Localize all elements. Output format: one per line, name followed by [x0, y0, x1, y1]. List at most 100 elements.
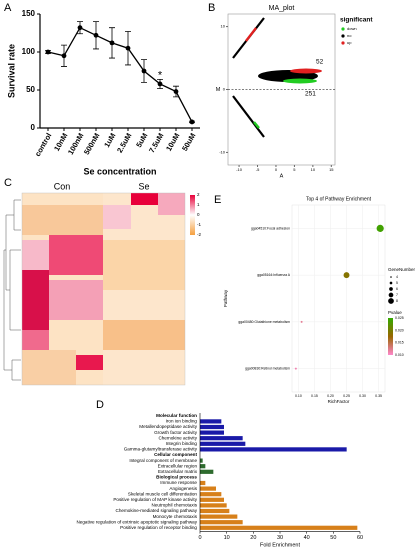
x-tick-label: 10 [224, 535, 230, 541]
x-tick-label: 50uM [180, 131, 197, 152]
data-point [109, 40, 115, 46]
size-legend-swatch [390, 276, 392, 278]
size-legend-swatch [389, 281, 393, 285]
y-tick-label: 10 [221, 24, 226, 29]
bar [200, 525, 358, 530]
bar [200, 424, 224, 430]
survival-line [47, 26, 193, 123]
colorbar-tick-label: 0 [197, 212, 200, 217]
heat-cell [22, 205, 103, 235]
x-tick-label: 10 [311, 167, 316, 172]
column-group-label: Con [54, 181, 71, 191]
x-tick-label: 0.30 [359, 394, 366, 398]
y-tick-label: -10 [219, 149, 226, 154]
size-legend-label: 4 [396, 275, 398, 279]
x-tick-label: 500nM [82, 131, 101, 156]
bar [200, 458, 203, 463]
x-tick-label: 0.15 [311, 394, 318, 398]
x-tick-label: 5uM [134, 131, 149, 148]
x-tick-label: 5 [293, 167, 296, 172]
data-point [173, 89, 179, 94]
y-tick-label: 0 [31, 123, 36, 132]
x-tick-label: 2.5uM [115, 131, 133, 154]
bar-label: Positive regulation of MAP kinase activi… [113, 497, 197, 502]
colorbar-tick-label: -2 [197, 232, 201, 237]
size-legend-label: 6 [396, 287, 398, 291]
legend-swatch [341, 34, 345, 38]
heat-cell [22, 350, 76, 385]
x-tick-label: 1uM [102, 131, 117, 148]
panel-label: C [4, 177, 12, 189]
bar [200, 419, 222, 424]
bar-label: Extracellular matrix [158, 469, 198, 474]
data-point [141, 68, 147, 74]
bar [200, 497, 224, 502]
bar [200, 436, 243, 441]
x-tick-label: 60 [357, 535, 363, 541]
x-tick-label: 40 [304, 535, 310, 541]
y-tick-label: 100 [22, 47, 36, 56]
colorbar-tick-label: -1 [197, 222, 201, 227]
bar-label: Integrin binding [166, 441, 198, 446]
bar [200, 520, 243, 525]
x-tick-label: 0 [198, 535, 201, 541]
heat-cell [22, 330, 49, 350]
x-axis-label: RichFactor [328, 399, 350, 404]
bar [200, 480, 206, 486]
data-point [189, 119, 195, 125]
bar [200, 464, 206, 469]
point-cluster [283, 78, 317, 84]
bar [200, 447, 347, 452]
data-point [157, 81, 163, 87]
heatmap-cells [3, 192, 186, 386]
point-streak [232, 95, 265, 138]
data-point [45, 49, 51, 55]
legend-swatch [341, 27, 345, 31]
plot-area [291, 204, 386, 393]
y-axis-label: Pathway [223, 289, 228, 307]
bar [200, 508, 230, 514]
colorbar-tick-label: 1 [197, 202, 200, 207]
bar-label: Negative regulation of extrinsic apoptot… [76, 519, 197, 524]
legend-label: up [347, 40, 352, 45]
heat-cell [22, 270, 49, 330]
color-legend-title: Pvalue [388, 310, 402, 315]
annotation: * [158, 69, 163, 81]
size-legend-label: 8 [396, 299, 398, 303]
column-group-label: Se [138, 181, 149, 191]
x-tick-label: 15 [329, 167, 334, 172]
bar-label: Positive regulation of receptor binding [120, 525, 197, 530]
color-legend-bar [388, 318, 393, 355]
y-tick-label: 150 [22, 9, 36, 18]
heat-cell [49, 235, 103, 275]
bar-label: Chemokine-mediated signaling pathway [116, 508, 198, 513]
bar [200, 430, 224, 435]
heat-cell [49, 280, 103, 320]
x-tick-label: 10uM [164, 131, 181, 152]
colorbar-tick-label: 2 [197, 192, 200, 197]
bar [200, 514, 238, 519]
y-tick-label: 50 [26, 85, 35, 94]
point-streak [253, 121, 260, 129]
color-legend-label: 0.025 [395, 316, 404, 320]
x-tick-label: 50 [330, 535, 336, 541]
bubble [343, 272, 350, 279]
heat-cell [158, 193, 185, 215]
bubble [376, 224, 384, 232]
heat-cell [103, 205, 131, 229]
y-tick-label: gga04510:Focal adhesion [251, 226, 290, 230]
heatmap-frame [21, 192, 186, 386]
point-streak [245, 27, 257, 42]
panel-label: E [214, 194, 221, 206]
y-tick-label: gga00830:Retinol metabolism [245, 367, 290, 371]
bar-label: Monocyte chemotaxis [153, 514, 198, 519]
size-legend-swatch [388, 292, 394, 298]
bar [200, 492, 222, 497]
heat-cell [103, 240, 185, 290]
bar [200, 503, 227, 508]
bar-label: Gamma-glutamyltransferase activity [124, 447, 198, 452]
legend-swatch [341, 41, 345, 45]
x-tick-label: 0.35 [375, 394, 382, 398]
